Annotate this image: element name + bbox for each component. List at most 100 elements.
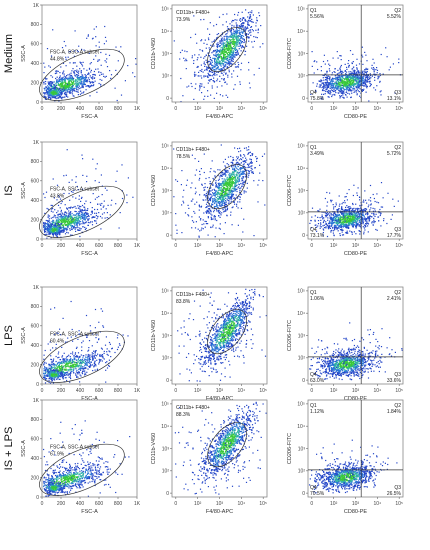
event-dot: [83, 82, 85, 84]
event-dot: [236, 36, 238, 38]
event-dot: [330, 89, 333, 91]
event-dot: [75, 219, 77, 221]
event-dot: [205, 47, 207, 49]
event-dot: [66, 231, 68, 233]
event-dot: [239, 35, 241, 37]
plot-panel-markers: 0 10² 10³ 10⁴ 10⁵010²10³10⁴10⁵F4/80-APCCD11b…: [151, 141, 268, 257]
event-dot: [56, 81, 59, 84]
event-dot: [373, 68, 375, 70]
event-dot: [76, 223, 78, 225]
event-dot: [233, 25, 235, 27]
event-dot: [245, 9, 247, 11]
event-dot: [361, 90, 363, 92]
event-dot: [224, 56, 226, 58]
event-dot: [236, 51, 238, 53]
event-dot: [213, 54, 215, 57]
event-dot: [49, 82, 51, 84]
event-dot: [77, 83, 79, 85]
event-dot: [74, 62, 76, 64]
event-dot: [256, 37, 258, 39]
event-dot: [227, 54, 229, 56]
event-dot: [95, 222, 98, 224]
event-dot: [363, 81, 365, 83]
event-dot: [61, 86, 64, 88]
event-dot: [253, 40, 255, 42]
event-dot: [224, 81, 226, 84]
x-tick-label: 800: [114, 243, 123, 249]
event-dot: [61, 83, 63, 85]
event-dot: [231, 58, 233, 60]
event-dot: [80, 90, 82, 92]
event-dot: [236, 190, 238, 193]
event-dot: [86, 85, 88, 87]
event-dot: [343, 85, 345, 87]
event-dot: [81, 210, 83, 212]
event-dot: [219, 94, 221, 96]
event-dot: [184, 60, 186, 62]
event-dot: [338, 72, 340, 74]
event-dot: [54, 226, 56, 228]
event-dot: [71, 212, 73, 215]
event-dot: [47, 214, 49, 216]
event-dot: [207, 205, 209, 207]
event-dot: [82, 74, 84, 76]
event-dot: [255, 22, 257, 24]
event-dot: [206, 206, 208, 208]
event-dot: [81, 212, 84, 214]
event-dot: [229, 53, 231, 55]
event-dot: [230, 193, 232, 195]
event-dot: [243, 171, 245, 173]
event-dot: [343, 91, 345, 93]
event-dot: [356, 88, 359, 90]
event-dot: [107, 204, 109, 206]
event-dot: [219, 183, 221, 185]
event-dot: [213, 194, 215, 196]
event-dot: [216, 206, 218, 208]
event-dot: [327, 75, 330, 77]
event-dot: [91, 212, 93, 214]
event-dot: [229, 180, 231, 182]
event-dot: [348, 64, 350, 66]
event-dot: [53, 87, 55, 89]
event-dot: [247, 36, 249, 38]
event-dot: [76, 81, 78, 83]
event-dot: [48, 88, 50, 90]
event-dot: [51, 92, 53, 94]
event-dot: [355, 91, 357, 93]
event-dot: [362, 84, 364, 86]
event-dot: [76, 91, 78, 93]
event-dot: [81, 216, 83, 218]
event-dot: [83, 83, 85, 85]
event-dot: [57, 80, 60, 82]
event-dot: [81, 83, 83, 85]
event-dot: [340, 70, 342, 73]
event-dot: [230, 196, 233, 199]
event-dot: [237, 45, 239, 47]
event-dot: [87, 208, 89, 210]
event-dot: [83, 79, 86, 81]
event-dot: [314, 60, 316, 62]
event-dot: [229, 35, 231, 37]
event-dot: [208, 74, 210, 76]
event-dot: [221, 37, 223, 39]
event-dot: [213, 97, 215, 99]
event-dot: [68, 215, 70, 217]
event-dot: [89, 222, 91, 224]
event-dot: [48, 95, 50, 97]
event-dot: [240, 155, 242, 157]
event-dot: [367, 78, 369, 80]
event-dot: [83, 214, 85, 216]
event-dot: [320, 70, 322, 72]
plot-frame: [41, 4, 138, 103]
event-dot: [366, 80, 368, 83]
event-dot: [346, 78, 348, 80]
event-dot: [222, 199, 224, 201]
event-dot: [227, 170, 229, 172]
event-dot: [239, 180, 241, 182]
gate-ellipse: [39, 48, 125, 101]
event-dot: [328, 79, 331, 81]
event-dot: [121, 197, 124, 200]
event-dot: [45, 89, 47, 91]
event-dot: [54, 93, 56, 95]
event-dot: [44, 77, 47, 79]
